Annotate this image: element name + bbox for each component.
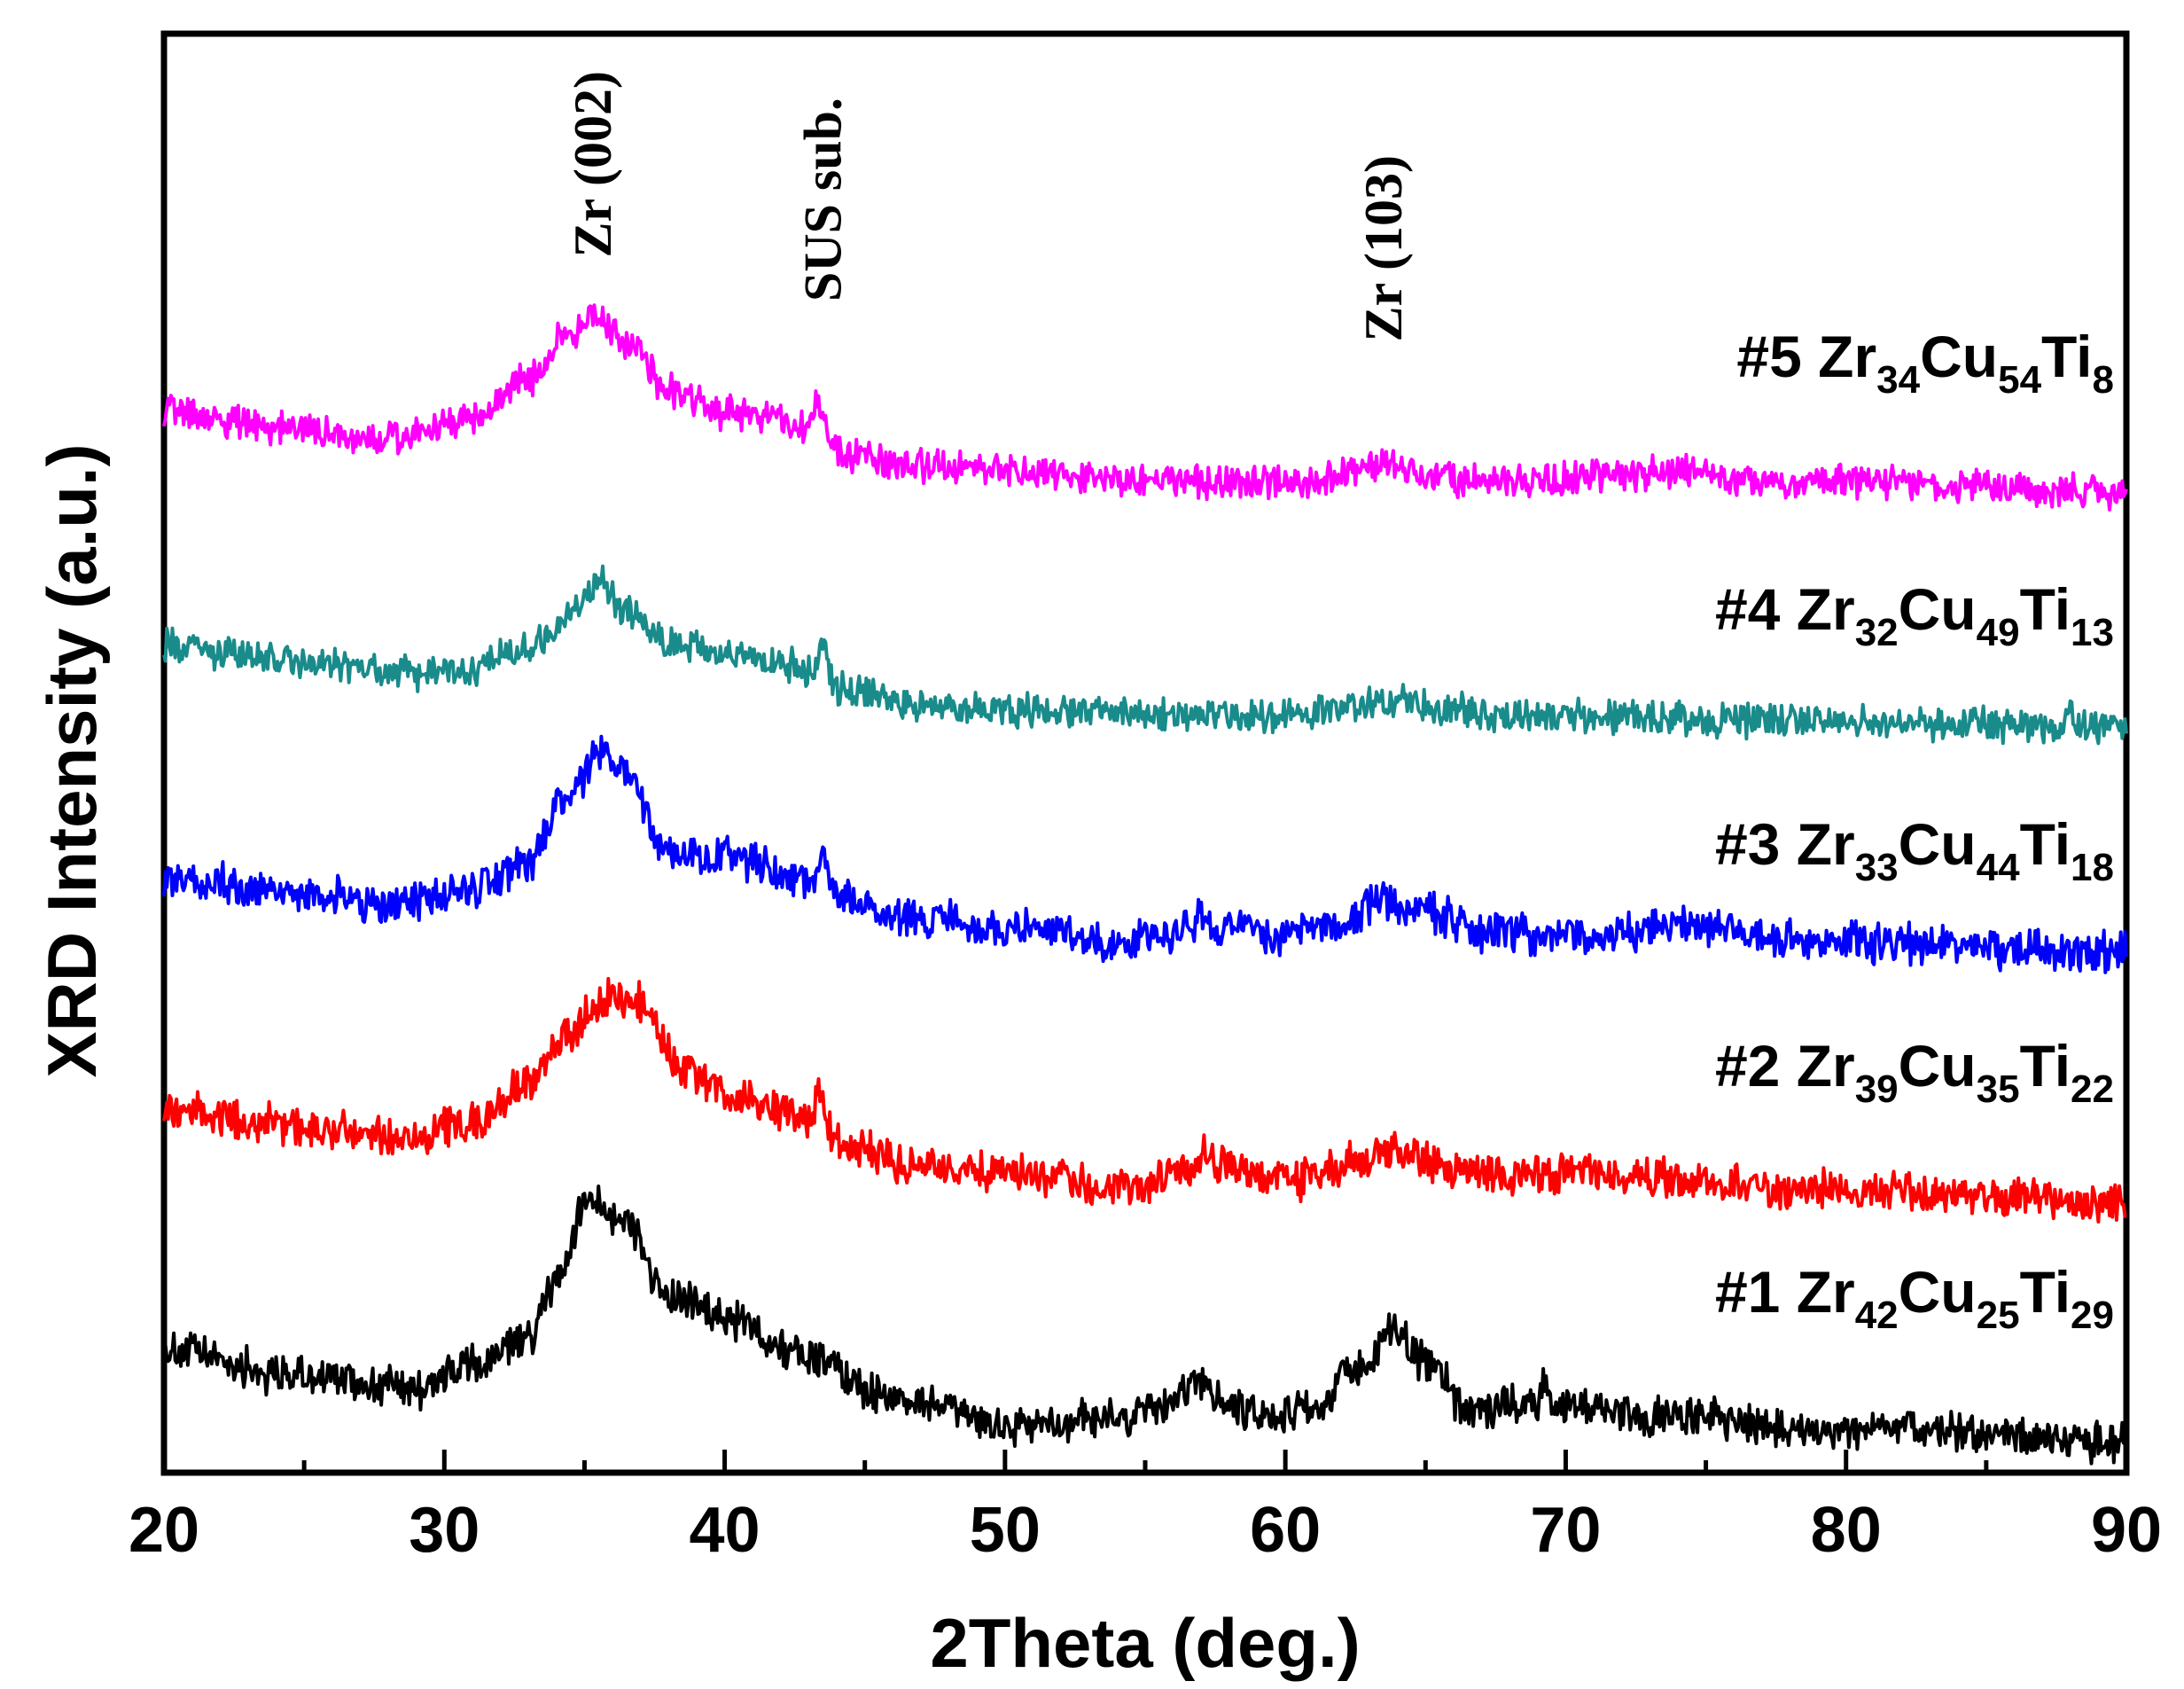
sample-label-s3: #3 Zr33​Cu44​Ti18​	[1715, 811, 2114, 889]
sample-label-group: #1 Zr42​Cu25​Ti29​ #2 Zr39​Cu35​Ti22​ #3 Z…	[1715, 324, 2114, 1337]
plot-frame	[160, 30, 2130, 1476]
sample-label-s2: #2 Zr39​Cu35​Ti22​	[1715, 1033, 2114, 1111]
x-axis-title: 2Theta (deg.)	[930, 1604, 1360, 1682]
x-tick-label: 60	[1250, 1495, 1321, 1566]
peak-annotation: SUS sub.	[793, 98, 852, 301]
sample-label-s4: #4 Zr32​Cu49​Ti13​	[1715, 576, 2114, 654]
x-tick-label: 40	[690, 1495, 760, 1566]
series-group	[162, 303, 2128, 1466]
peak-annotation: Zr (103)	[1354, 155, 1413, 342]
series-line-s1	[162, 1185, 2128, 1466]
sample-label-s5: #5 Zr34​Cu54​Ti8​	[1736, 324, 2114, 402]
series-line-s4	[162, 564, 2128, 746]
x-tick-label: 50	[970, 1495, 1041, 1566]
series-line-s5	[162, 303, 2128, 512]
x-tick-label: 80	[1811, 1495, 1882, 1566]
y-axis-title: XRD Intensity (a.u.)	[33, 443, 111, 1077]
x-tick-label: 90	[2091, 1495, 2162, 1566]
series-line-s2	[162, 976, 2127, 1224]
x-tick-label: 20	[129, 1495, 199, 1566]
peak-annotation-group: Zr (002) SUS sub. Zr (103)	[564, 71, 1413, 342]
x-tick-label: 30	[409, 1495, 480, 1566]
peak-annotation: Zr (002)	[564, 71, 622, 258]
tick-group: 20 30 40 50 60 70 80 90	[129, 1450, 2162, 1566]
series-line-s3	[162, 734, 2128, 974]
x-tick-label: 70	[1530, 1495, 1601, 1566]
sample-label-s1: #1 Zr42​Cu25​Ti29​	[1715, 1259, 2114, 1337]
